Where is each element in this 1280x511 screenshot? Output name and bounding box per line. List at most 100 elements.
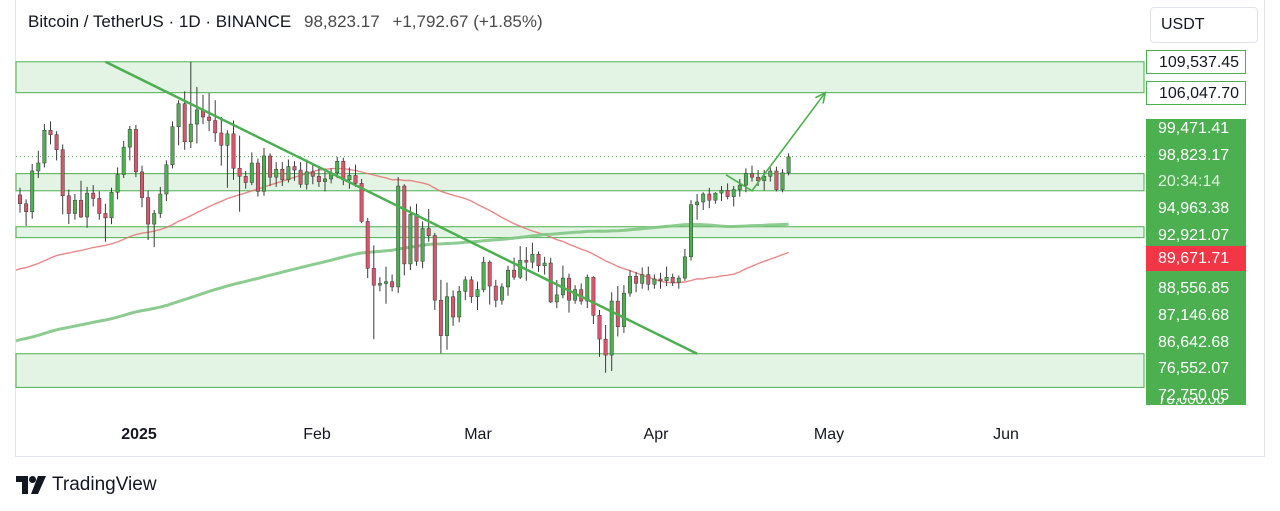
candle <box>42 124 47 168</box>
candle <box>152 209 157 248</box>
candle <box>432 232 437 310</box>
candle <box>621 285 626 333</box>
candle <box>396 177 401 294</box>
candle <box>481 256 486 293</box>
candle <box>371 245 376 340</box>
candle <box>682 248 687 281</box>
candle <box>689 200 693 261</box>
candle <box>585 274 590 309</box>
candle <box>542 256 547 275</box>
candle <box>60 144 65 215</box>
candle <box>628 270 632 297</box>
currency-button[interactable]: USDT <box>1150 7 1258 43</box>
candle <box>506 265 510 296</box>
candle <box>310 164 315 185</box>
candle <box>603 324 608 373</box>
price-tag: 86,642.68 <box>1158 333 1230 351</box>
candle <box>457 286 462 323</box>
candle <box>384 266 388 304</box>
symbol-title[interactable]: Bitcoin / TetherUS · 1D · BINANCE <box>28 12 292 31</box>
price-change: +1,792.67 (+1.85%) <box>392 12 543 31</box>
candle <box>414 203 419 266</box>
candle <box>347 167 352 189</box>
zone-1 <box>15 173 1145 192</box>
candle <box>91 185 96 207</box>
candle <box>24 199 29 226</box>
candle <box>377 277 382 292</box>
x-tick-label: Jun <box>993 426 1019 443</box>
tradingview-logo[interactable]: TradingView <box>16 474 157 496</box>
candle <box>512 257 517 280</box>
candle <box>664 266 669 287</box>
tradingview-mark-icon <box>16 476 46 494</box>
ma-slow-line <box>15 222 789 343</box>
candle <box>719 186 724 202</box>
x-tick-label: 2025 <box>121 426 157 443</box>
candle <box>420 221 425 269</box>
candle <box>524 247 529 281</box>
candle <box>85 186 90 228</box>
candle <box>170 121 175 169</box>
candle <box>280 162 285 187</box>
price-tag: 109,537.45 <box>1146 49 1246 74</box>
price-tag: 92,921.07 <box>1158 226 1230 244</box>
candle <box>121 140 126 179</box>
candle <box>438 279 443 354</box>
candle <box>670 273 675 287</box>
candle <box>146 190 151 241</box>
candle <box>36 150 41 179</box>
candle <box>365 217 370 279</box>
candle <box>426 209 431 242</box>
candle <box>499 283 504 305</box>
candle <box>48 121 53 145</box>
price-tag: 72,750.05 <box>1158 387 1230 404</box>
candle <box>591 276 596 325</box>
candle <box>176 100 181 146</box>
candle <box>274 162 279 187</box>
candle <box>676 275 681 289</box>
candle <box>658 272 663 289</box>
candle <box>213 100 218 142</box>
price-scale-label: 70,000.00 <box>1158 398 1225 406</box>
candle <box>286 159 291 183</box>
candle <box>103 203 108 242</box>
candle <box>292 161 297 181</box>
candle <box>335 156 340 179</box>
candle <box>298 162 303 188</box>
candle <box>707 187 712 209</box>
candle <box>768 167 773 182</box>
zone-3 <box>15 353 1145 388</box>
countdown-label: 20:34:14 <box>1158 173 1221 191</box>
candle <box>164 160 169 202</box>
candle <box>262 147 266 196</box>
candle <box>316 167 321 187</box>
candle <box>231 120 236 180</box>
candle <box>786 153 791 176</box>
candle <box>237 135 242 212</box>
candle <box>615 286 620 337</box>
projection-arrow <box>725 92 826 192</box>
price-tag: 94,963.38 <box>1158 200 1230 218</box>
candle <box>487 260 492 305</box>
candle <box>158 186 163 218</box>
candle <box>451 290 456 326</box>
candle <box>646 266 651 291</box>
candle <box>194 86 199 144</box>
candle <box>597 309 602 357</box>
trendline <box>104 60 698 355</box>
candle <box>634 271 639 293</box>
candle <box>725 183 730 200</box>
price-plot[interactable] <box>0 0 1146 460</box>
candle <box>737 178 742 197</box>
x-tick-label: May <box>813 426 845 443</box>
candle <box>219 117 224 166</box>
candle <box>243 170 248 189</box>
x-tick-label: Mar <box>464 426 492 443</box>
candle <box>402 184 407 276</box>
arrow-head-icon <box>815 91 827 104</box>
candle <box>127 125 132 161</box>
candle <box>701 192 706 210</box>
tradingview-wordmark: TradingView <box>52 474 157 495</box>
candle <box>640 267 645 289</box>
candle <box>774 166 779 192</box>
